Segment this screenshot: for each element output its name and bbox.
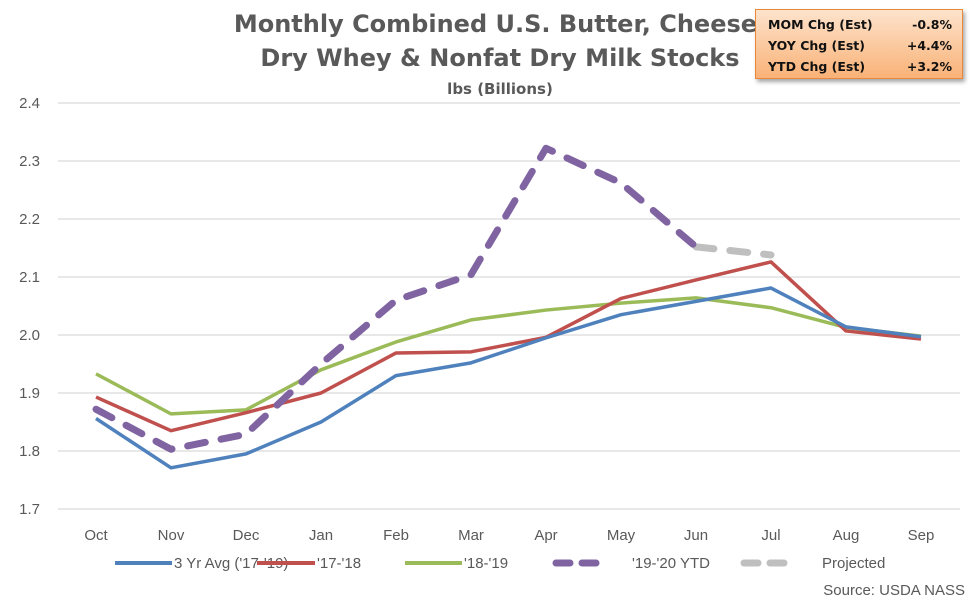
x-tick-label: Nov [158,527,185,544]
y-tick-label: 2.1 [19,269,40,286]
y-tick-label: 2.2 [19,211,40,228]
stats-box: MOM Chg (Est) -0.8% YOY Chg (Est) +4.4% … [755,9,963,79]
legend-label: '19-'20 YTD [632,555,710,572]
x-tick-label: Feb [383,527,409,544]
y-tick-label: 1.8 [19,443,40,460]
x-tick-label: Apr [534,527,557,544]
stats-value: -0.8% [912,17,952,32]
y-tick-label: 1.7 [19,501,40,518]
gridlines [58,102,960,510]
y-tick-label: 2.0 [19,327,40,344]
stats-row-ytd: YTD Chg (Est) +3.2% [768,56,952,77]
stats-label: YTD Chg (Est) [768,59,866,74]
chart-subtitle: lbs (Billions) [447,80,553,98]
series-line-3 [92,144,700,453]
x-tick-label: Jan [309,527,333,544]
stats-row-mom: MOM Chg (Est) -0.8% [768,14,952,35]
legend-label: '17-'18 [317,555,361,572]
legend-label: '18-'19 [464,555,508,572]
x-tick-label: Jul [761,527,780,544]
series-line-0 [95,286,922,470]
y-axis-ticks: 1.7 1.8 1.9 2.0 2.1 2.2 2.3 2.4 [19,95,40,518]
x-tick-label: Aug [833,527,860,544]
stats-row-yoy: YOY Chg (Est) +4.4% [768,35,952,56]
x-tick-label: Sep [908,527,935,544]
x-axis-ticks: Oct Nov Dec Jan Feb Mar Apr May Jun Jul Aug Sep [84,527,934,544]
legend: 3 Yr Avg ('17-'19) '17-'18 '18-'19 '19-'20 … [115,555,885,572]
series-line-4 [692,243,775,259]
stats-value: +4.4% [906,38,952,53]
x-tick-label: Dec [233,527,260,544]
stats-label: MOM Chg (Est) [768,17,873,32]
x-tick-label: Mar [458,527,484,544]
source-note: Source: USDA NASS [823,582,965,599]
legend-label: Projected [822,555,885,572]
chart-title-line-2: Dry Whey & Nonfat Dry Milk Stocks [260,44,739,72]
series-line-2 [95,296,922,416]
x-tick-label: May [607,527,636,544]
y-tick-label: 2.3 [19,153,40,170]
y-tick-label: 2.4 [19,95,40,112]
stats-value: +3.2% [906,59,952,74]
x-tick-label: Jun [684,527,708,544]
stats-label: YOY Chg (Est) [768,38,865,53]
series-lines [92,144,922,470]
chart-title-line-1: Monthly Combined U.S. Butter, Cheese, [234,10,766,38]
y-tick-label: 1.9 [19,385,40,402]
legend-label: 3 Yr Avg ('17-'19) [174,555,288,572]
x-tick-label: Oct [84,527,108,544]
series-line-1 [95,260,922,433]
